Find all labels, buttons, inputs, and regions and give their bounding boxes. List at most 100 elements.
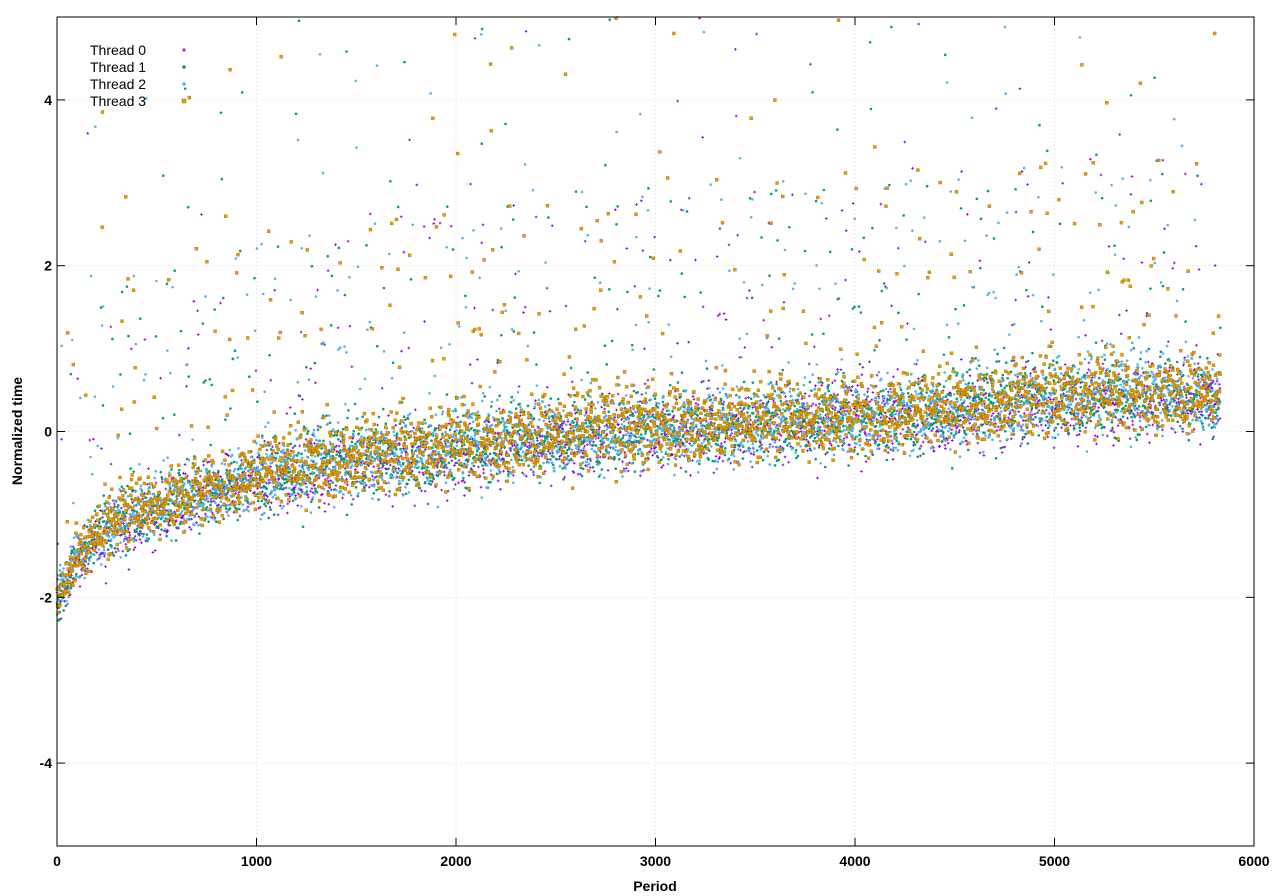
data-point bbox=[615, 408, 618, 412]
data-point bbox=[776, 239, 779, 242]
data-point bbox=[238, 249, 242, 253]
data-point bbox=[300, 488, 303, 491]
data-point bbox=[209, 443, 213, 447]
data-point bbox=[657, 294, 660, 298]
data-point bbox=[935, 425, 939, 429]
data-point bbox=[427, 482, 431, 486]
data-point bbox=[777, 458, 781, 462]
data-point bbox=[345, 513, 349, 517]
data-point bbox=[772, 399, 775, 403]
data-point bbox=[480, 459, 484, 462]
data-point bbox=[376, 423, 379, 427]
data-point bbox=[647, 187, 650, 190]
data-point bbox=[739, 406, 742, 410]
data-point bbox=[251, 470, 255, 473]
data-point bbox=[786, 403, 790, 407]
data-point bbox=[523, 305, 527, 309]
data-point bbox=[173, 269, 177, 272]
data-point bbox=[350, 440, 354, 444]
data-point bbox=[269, 508, 272, 511]
data-point bbox=[701, 305, 705, 309]
data-point bbox=[616, 307, 619, 311]
data-point bbox=[646, 378, 650, 382]
data-point bbox=[876, 437, 879, 441]
data-point bbox=[532, 417, 536, 420]
data-point bbox=[351, 437, 355, 440]
data-point bbox=[257, 453, 261, 457]
data-point bbox=[672, 439, 675, 443]
data-point bbox=[626, 290, 629, 294]
data-point bbox=[133, 546, 137, 549]
data-point bbox=[174, 519, 178, 523]
data-point bbox=[809, 62, 812, 66]
data-point bbox=[173, 413, 176, 416]
data-point bbox=[891, 457, 895, 461]
data-point bbox=[1063, 363, 1067, 366]
data-point bbox=[820, 384, 824, 387]
data-point bbox=[931, 427, 935, 430]
data-point bbox=[980, 424, 984, 427]
data-point bbox=[891, 403, 895, 407]
data-point bbox=[384, 493, 388, 497]
data-point bbox=[632, 414, 635, 418]
data-point bbox=[207, 520, 210, 523]
data-point bbox=[147, 467, 150, 471]
data-point bbox=[293, 486, 297, 489]
data-point bbox=[476, 449, 479, 453]
data-point bbox=[1200, 410, 1204, 413]
data-point bbox=[249, 489, 252, 492]
data-point bbox=[826, 451, 829, 454]
data-point bbox=[960, 358, 963, 361]
data-point bbox=[195, 521, 198, 525]
data-point bbox=[165, 282, 169, 286]
data-point bbox=[686, 418, 690, 422]
data-point bbox=[232, 460, 236, 464]
data-point bbox=[967, 381, 971, 385]
data-point bbox=[337, 444, 341, 448]
data-point bbox=[630, 343, 634, 347]
data-point bbox=[731, 402, 735, 405]
data-point bbox=[1112, 444, 1115, 447]
data-point bbox=[352, 429, 356, 433]
data-point bbox=[479, 485, 483, 489]
data-point bbox=[976, 441, 980, 445]
data-point bbox=[774, 189, 778, 192]
data-point bbox=[380, 386, 384, 390]
data-point bbox=[429, 483, 433, 486]
data-point bbox=[873, 441, 877, 445]
data-point bbox=[621, 436, 624, 440]
data-point bbox=[572, 461, 576, 465]
data-point bbox=[83, 540, 87, 544]
data-point bbox=[512, 330, 516, 333]
data-point bbox=[548, 309, 552, 313]
data-point bbox=[585, 443, 589, 446]
data-point bbox=[299, 330, 303, 334]
data-point bbox=[69, 372, 73, 376]
data-point bbox=[328, 450, 331, 454]
data-point bbox=[1056, 422, 1060, 426]
data-point bbox=[929, 423, 933, 427]
data-point bbox=[429, 479, 432, 483]
data-point bbox=[814, 199, 818, 203]
data-point bbox=[1026, 442, 1030, 445]
data-point bbox=[388, 490, 391, 493]
data-point bbox=[902, 214, 905, 217]
data-point bbox=[453, 430, 457, 433]
data-point bbox=[145, 533, 149, 536]
data-point bbox=[271, 445, 274, 449]
data-point bbox=[982, 454, 986, 457]
data-point bbox=[174, 539, 178, 542]
data-point bbox=[1147, 360, 1150, 364]
data-point bbox=[396, 205, 400, 209]
data-point bbox=[160, 528, 163, 531]
data-point bbox=[1197, 378, 1200, 382]
data-point bbox=[752, 412, 755, 415]
data-point bbox=[853, 305, 856, 309]
data-point bbox=[609, 446, 612, 449]
data-point bbox=[508, 447, 512, 450]
data-point bbox=[204, 379, 207, 382]
data-point bbox=[196, 309, 199, 313]
data-point bbox=[895, 409, 899, 413]
data-point bbox=[195, 512, 199, 516]
data-point bbox=[772, 438, 775, 441]
